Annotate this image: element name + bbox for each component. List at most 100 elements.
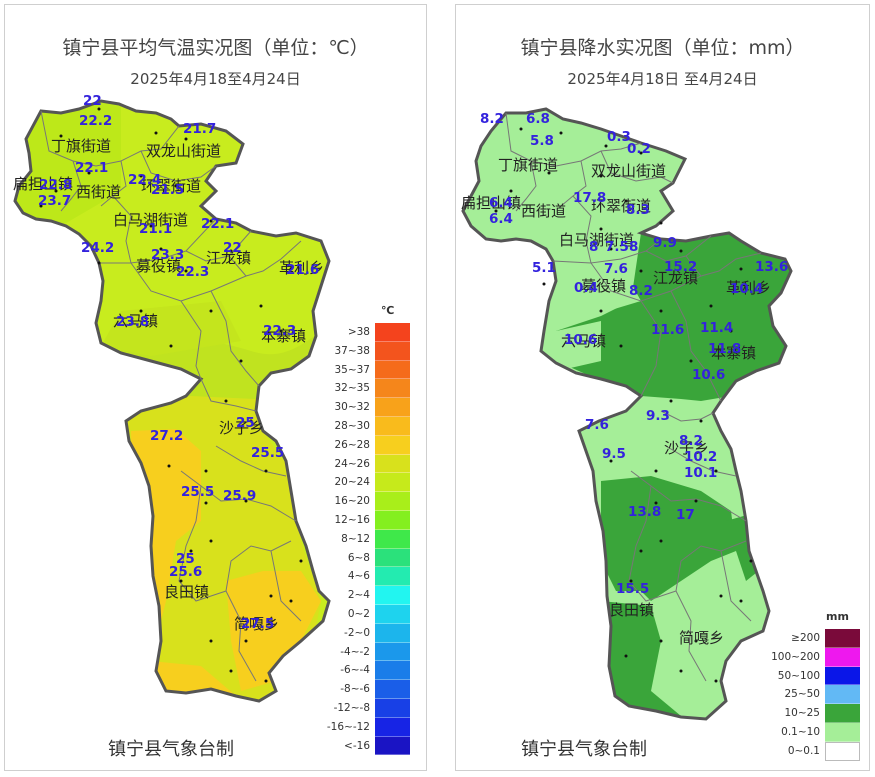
precipitation-map: 丁旗街道 双龙山街道 扁担山镇 西街道 环翠街道 白马湖街道 募役镇 江龙镇 革… bbox=[461, 107, 793, 721]
town-label: 沙子乡 bbox=[664, 439, 709, 457]
legend-label: 2~4 bbox=[347, 589, 370, 602]
temperature-legend-unit: ℃ bbox=[381, 304, 395, 317]
town-label: 革利乡 bbox=[279, 259, 324, 277]
town-label: 良田镇 bbox=[164, 583, 209, 601]
station-value: 25 bbox=[176, 551, 195, 567]
temperature-map-panel: 镇宁县平均气温实况图（单位：℃） 2025年4月18至4月24日 bbox=[4, 4, 427, 771]
legend-label: ≥200 bbox=[791, 632, 820, 644]
station-value: 13.8 bbox=[628, 504, 661, 520]
station-value: 15.2 bbox=[664, 259, 697, 275]
legend-label: 35~37 bbox=[334, 363, 370, 376]
station-value: 6.8 bbox=[526, 111, 550, 127]
station-value: 8.2 bbox=[629, 283, 653, 299]
station-value: 11.6 bbox=[651, 322, 684, 338]
station-value: 8 bbox=[629, 239, 638, 255]
station-value: 23.8 bbox=[116, 314, 149, 330]
station-value: 6.4 bbox=[489, 211, 513, 227]
legend-swatch bbox=[375, 680, 410, 699]
station-value: 10.4 bbox=[730, 281, 763, 297]
town-label: 良田镇 bbox=[609, 601, 654, 619]
station-value: 21.6 bbox=[286, 262, 319, 278]
legend-label: 16~20 bbox=[334, 495, 370, 508]
precipitation-map-panel: 镇宁县降水实况图（单位：mm） 2025年4月18日 至4月24日 bbox=[455, 4, 870, 771]
town-label: 丁旗街道 bbox=[498, 156, 558, 174]
temperature-map-date: 2025年4月18至4月24日 bbox=[130, 70, 301, 88]
town-label: 环翠街道 bbox=[591, 197, 651, 215]
station-value: 24.2 bbox=[81, 240, 114, 256]
town-label: 本寨镇 bbox=[711, 344, 756, 362]
station-value: 10.1 bbox=[684, 465, 717, 481]
station-value: 25 bbox=[236, 415, 255, 431]
legend-label: -16~-12 bbox=[326, 720, 370, 733]
town-label: 募役镇 bbox=[581, 277, 626, 295]
legend-label: 24~26 bbox=[334, 457, 370, 470]
legend-swatch bbox=[375, 548, 410, 568]
town-label: 西街道 bbox=[76, 183, 121, 201]
legend-swatch bbox=[375, 454, 410, 474]
town-label: 江龙镇 bbox=[653, 269, 698, 287]
station-value: 10.6 bbox=[564, 332, 597, 348]
legend-swatch bbox=[375, 604, 410, 624]
station-value: 17.8 bbox=[573, 190, 606, 206]
station-value: 0.3 bbox=[607, 129, 631, 145]
station-value: 0.4 bbox=[574, 280, 598, 296]
station-value: 15.5 bbox=[616, 581, 649, 597]
station-value: 17 bbox=[676, 507, 695, 523]
legend-swatch bbox=[375, 529, 410, 549]
legend-label: -4~-2 bbox=[340, 645, 370, 658]
station-value: 5.8 bbox=[530, 133, 554, 149]
legend-label: 32~35 bbox=[334, 382, 370, 395]
station-value: 27.2 bbox=[150, 428, 183, 444]
legend-swatch bbox=[825, 741, 860, 761]
legend-swatch bbox=[375, 492, 410, 511]
town-label: 扁担山镇 bbox=[13, 175, 73, 193]
town-label: 简嘎乡 bbox=[234, 615, 279, 633]
town-label: 双龙山街道 bbox=[591, 162, 666, 180]
station-value: 5.1 bbox=[532, 260, 556, 276]
legend-swatch bbox=[375, 586, 410, 605]
station-value: 22.3 bbox=[263, 323, 296, 339]
legend-label: 25~50 bbox=[784, 688, 820, 701]
legend-label: -6~-4 bbox=[340, 664, 370, 677]
station-value: 8.2 bbox=[679, 433, 703, 449]
legend-swatch bbox=[825, 629, 860, 648]
legend-label: >38 bbox=[347, 326, 370, 338]
station-value: 8.2 bbox=[480, 111, 504, 127]
legend-swatch bbox=[375, 717, 410, 737]
legend-label: 0.1~10 bbox=[781, 725, 820, 738]
station-value: 7.5 bbox=[605, 239, 629, 255]
legend-label: -8~-6 bbox=[340, 683, 370, 696]
station-value: 25.5 bbox=[251, 445, 284, 461]
town-label: 西街道 bbox=[521, 202, 566, 220]
town-label: 简嘎乡 bbox=[679, 629, 724, 647]
town-label: 白马湖街道 bbox=[113, 211, 188, 229]
legend-label: 30~32 bbox=[334, 401, 370, 414]
legend-swatch bbox=[825, 722, 860, 742]
station-value: 21.5 bbox=[151, 182, 184, 198]
legend-label: 26~28 bbox=[334, 438, 370, 451]
precipitation-map-date: 2025年4月18日 至4月24日 bbox=[567, 70, 758, 88]
town-label: 沙子乡 bbox=[219, 419, 264, 437]
legend-label: -2~0 bbox=[344, 626, 370, 639]
temperature-map-footer: 镇宁县气象台制 bbox=[108, 739, 234, 760]
station-value: 25.9 bbox=[223, 488, 256, 504]
station-value: 22.3 bbox=[176, 264, 209, 280]
temperature-map: 丁旗街道 双龙山街道 扁担山镇 西街道 环翠街道 白马湖街道 募役镇 江龙镇 革… bbox=[13, 93, 331, 703]
precipitation-map-footer: 镇宁县气象台制 bbox=[521, 739, 647, 760]
town-label: 本寨镇 bbox=[261, 327, 306, 345]
legend-label: 6~8 bbox=[347, 551, 370, 564]
town-label: 环翠街道 bbox=[141, 177, 201, 195]
legend-swatch bbox=[375, 698, 410, 718]
legend-swatch bbox=[375, 661, 410, 681]
station-value: 27.5 bbox=[241, 616, 274, 632]
legend-label: 37~38 bbox=[334, 344, 370, 357]
town-label: 江龙镇 bbox=[206, 249, 251, 267]
legend-swatch bbox=[375, 623, 410, 643]
legend-swatch bbox=[375, 567, 410, 587]
town-label: 扁担山镇 bbox=[461, 194, 521, 212]
temperature-map-title: 镇宁县平均气温实况图（单位：℃） bbox=[62, 37, 369, 59]
legend-swatch bbox=[375, 642, 410, 662]
station-value: 22 bbox=[83, 93, 102, 109]
station-value: 22 bbox=[223, 240, 242, 256]
town-label: 双龙山街道 bbox=[146, 142, 221, 160]
